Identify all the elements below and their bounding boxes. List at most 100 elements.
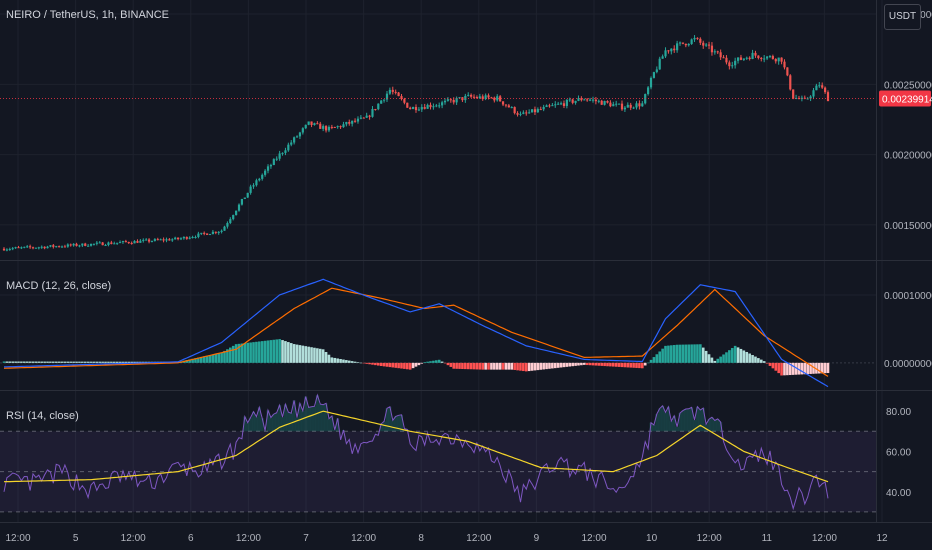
- candle-body[interactable]: [661, 56, 664, 59]
- candle-body[interactable]: [713, 51, 716, 53]
- candle-body[interactable]: [629, 104, 632, 108]
- candle-body[interactable]: [14, 247, 17, 249]
- candle-body[interactable]: [23, 246, 26, 248]
- candle-body[interactable]: [681, 42, 685, 44]
- candle-body[interactable]: [426, 104, 429, 109]
- candle-body[interactable]: [258, 178, 261, 181]
- candle-body[interactable]: [493, 97, 496, 101]
- candle-body[interactable]: [470, 94, 473, 97]
- candle-body[interactable]: [365, 115, 368, 118]
- candle-body[interactable]: [615, 103, 618, 105]
- candle-body[interactable]: [400, 96, 403, 100]
- candle-body[interactable]: [821, 85, 824, 88]
- candle-body[interactable]: [165, 239, 168, 241]
- candle-body[interactable]: [731, 65, 734, 67]
- candle-body[interactable]: [194, 236, 197, 238]
- candle-body[interactable]: [339, 126, 342, 128]
- candle-body[interactable]: [765, 56, 769, 59]
- candle-body[interactable]: [420, 107, 423, 110]
- candle-body[interactable]: [632, 107, 635, 109]
- candle-body[interactable]: [496, 96, 499, 101]
- candle-body[interactable]: [133, 241, 136, 244]
- candle-body[interactable]: [336, 126, 339, 128]
- candle-body[interactable]: [481, 96, 484, 100]
- candle-body[interactable]: [205, 233, 209, 235]
- candle-body[interactable]: [34, 247, 38, 249]
- candle-body[interactable]: [484, 95, 487, 100]
- candle-body[interactable]: [722, 57, 725, 59]
- candle-body[interactable]: [510, 107, 513, 109]
- candle-body[interactable]: [46, 246, 49, 249]
- candle-body[interactable]: [304, 124, 307, 129]
- candle-body[interactable]: [235, 210, 238, 216]
- candle-body[interactable]: [153, 239, 156, 241]
- candle-body[interactable]: [414, 107, 418, 111]
- candle-body[interactable]: [237, 204, 241, 211]
- candle-body[interactable]: [322, 126, 325, 129]
- candle-body[interactable]: [72, 243, 75, 246]
- candle-body[interactable]: [104, 245, 107, 247]
- candle-body[interactable]: [121, 241, 125, 243]
- macd-pane[interactable]: [2, 278, 830, 388]
- candle-body[interactable]: [699, 38, 702, 43]
- candle-body[interactable]: [185, 236, 188, 239]
- candle-body[interactable]: [330, 126, 333, 128]
- candle-body[interactable]: [664, 50, 667, 57]
- candle-body[interactable]: [736, 57, 740, 61]
- candle-body[interactable]: [179, 238, 183, 240]
- candle-body[interactable]: [586, 99, 589, 101]
- candle-body[interactable]: [298, 132, 302, 137]
- candle-body[interactable]: [159, 239, 162, 241]
- candle-body[interactable]: [182, 236, 185, 239]
- candle-body[interactable]: [266, 166, 270, 171]
- candle-body[interactable]: [11, 248, 14, 250]
- candle-body[interactable]: [786, 67, 789, 76]
- candle-body[interactable]: [174, 237, 177, 240]
- candle-body[interactable]: [612, 104, 615, 107]
- candle-body[interactable]: [101, 242, 104, 246]
- candle-body[interactable]: [641, 103, 644, 107]
- candle-body[interactable]: [2, 248, 6, 251]
- candle-body[interactable]: [716, 51, 719, 53]
- candle-body[interactable]: [200, 232, 203, 234]
- candle-body[interactable]: [92, 243, 96, 245]
- candle-body[interactable]: [269, 164, 273, 167]
- candle-body[interactable]: [530, 109, 534, 113]
- candle-body[interactable]: [658, 58, 661, 70]
- candle-body[interactable]: [554, 104, 557, 106]
- candle-body[interactable]: [353, 120, 357, 122]
- candle-body[interactable]: [652, 72, 656, 78]
- candle-body[interactable]: [617, 103, 621, 105]
- candle-body[interactable]: [620, 103, 624, 110]
- candle-body[interactable]: [649, 77, 653, 88]
- candle-body[interactable]: [110, 242, 113, 244]
- rsi-pane[interactable]: [0, 393, 876, 513]
- candle-body[interactable]: [475, 97, 479, 99]
- candle-body[interactable]: [214, 231, 217, 233]
- candle-body[interactable]: [748, 57, 751, 59]
- candle-body[interactable]: [707, 44, 711, 46]
- candle-body[interactable]: [107, 242, 110, 246]
- candle-body[interactable]: [281, 152, 284, 154]
- candle-body[interactable]: [667, 50, 670, 52]
- candle-body[interactable]: [359, 117, 362, 119]
- candle-body[interactable]: [29, 246, 32, 248]
- candle-body[interactable]: [220, 230, 223, 232]
- candle-body[interactable]: [678, 42, 682, 44]
- candle-body[interactable]: [478, 96, 481, 99]
- candle-body[interactable]: [319, 123, 322, 129]
- candle-body[interactable]: [272, 159, 275, 165]
- candle-body[interactable]: [37, 247, 40, 249]
- candle-body[interactable]: [670, 48, 673, 52]
- candle-body[interactable]: [290, 142, 293, 145]
- candle-body[interactable]: [432, 106, 435, 108]
- candle-body[interactable]: [771, 56, 774, 59]
- candle-body[interactable]: [638, 103, 641, 107]
- candle-body[interactable]: [734, 60, 737, 66]
- candle-body[interactable]: [116, 242, 119, 244]
- candle-body[interactable]: [542, 106, 545, 110]
- candle-body[interactable]: [719, 52, 722, 58]
- candle-body[interactable]: [327, 126, 331, 131]
- candle-body[interactable]: [406, 102, 409, 108]
- candle-body[interactable]: [504, 104, 508, 106]
